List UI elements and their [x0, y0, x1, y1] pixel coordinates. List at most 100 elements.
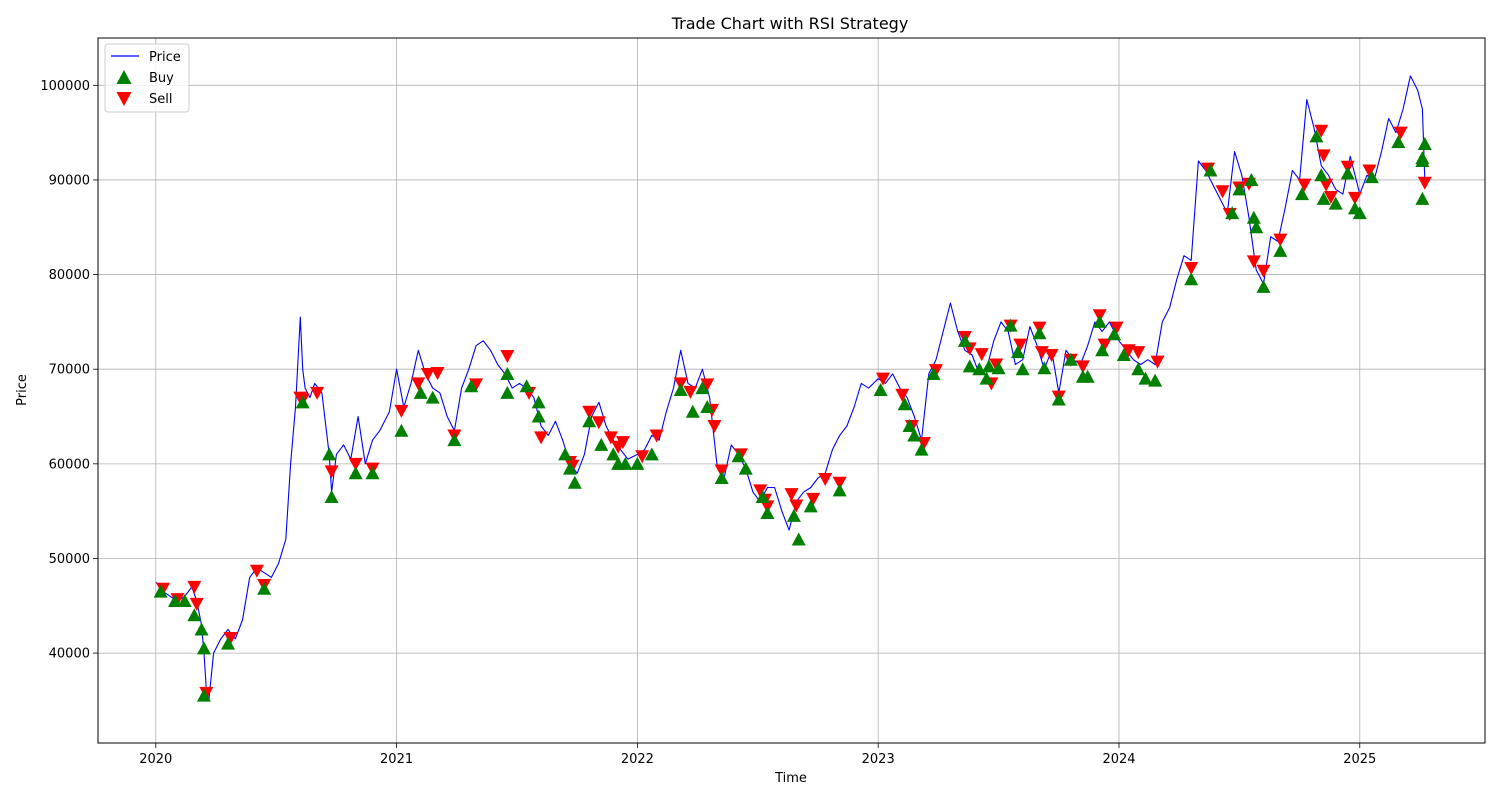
sell-marker: [187, 580, 202, 594]
buy-marker: [447, 433, 462, 447]
sell-marker: [1256, 264, 1271, 278]
buy-marker: [1294, 187, 1309, 201]
sell-marker: [411, 377, 426, 391]
sell-marker: [649, 429, 664, 443]
buy-marker: [695, 381, 710, 395]
sell-marker: [249, 564, 264, 578]
x-tick-label: 2020: [139, 752, 172, 767]
buy-marker: [1232, 182, 1247, 196]
buy-marker: [1131, 362, 1146, 376]
buy-marker: [926, 366, 941, 380]
sell-marker: [753, 484, 768, 498]
buy-marker: [1203, 163, 1218, 177]
buy-marker: [1391, 135, 1406, 149]
buy-marker: [1415, 191, 1430, 205]
sell-marker: [348, 457, 363, 471]
sell-marker: [1109, 321, 1124, 335]
buy-marker: [914, 442, 929, 456]
buy-marker: [907, 428, 922, 442]
y-tick-label: 60000: [49, 457, 90, 472]
buy-marker: [348, 466, 363, 480]
legend-buy-triangle-icon: [116, 70, 132, 84]
buy-marker: [1116, 348, 1131, 362]
sell-marker: [1131, 346, 1146, 360]
buy-marker: [168, 594, 183, 608]
buy-marker: [1256, 279, 1271, 293]
legend-sell-triangle-icon: [116, 92, 132, 106]
buy-marker: [365, 466, 380, 480]
buy-marker: [1092, 314, 1107, 328]
buy-marker: [873, 383, 888, 397]
y-axis-ticks: 40000 50000 60000 70000 80000 90000 100000: [40, 79, 98, 662]
buy-marker: [558, 447, 573, 461]
buy-marker: [832, 483, 847, 497]
sell-marker: [832, 476, 847, 490]
x-tick-label: 2021: [380, 752, 413, 767]
sell-marker: [683, 385, 698, 399]
sell-marker: [1075, 360, 1090, 374]
x-axis-label: Time: [774, 771, 807, 786]
sell-marker: [469, 378, 484, 392]
buy-marker: [902, 418, 917, 432]
buy-marker: [413, 385, 428, 399]
sell-marker: [1013, 338, 1028, 352]
buy-marker: [1273, 243, 1288, 257]
buy-marker: [1148, 373, 1163, 387]
buy-marker: [897, 397, 912, 411]
sell-marker: [789, 499, 804, 513]
buy-marker: [700, 400, 715, 414]
sell-marker: [615, 436, 630, 450]
buy-marker: [1340, 166, 1355, 180]
y-tick-label: 40000: [49, 647, 90, 662]
sell-marker: [989, 358, 1004, 372]
buy-marker: [153, 584, 168, 598]
chart-title: Trade Chart with RSI Strategy: [671, 14, 909, 33]
buy-marker: [1314, 168, 1329, 182]
buy-marker: [425, 390, 440, 404]
sell-marker: [394, 404, 409, 418]
sell-marker: [500, 349, 515, 363]
buy-marker: [1015, 362, 1030, 376]
buy-marker: [295, 395, 310, 409]
sell-marker: [784, 488, 799, 502]
buy-marker: [1138, 371, 1153, 385]
buy-marker: [1352, 206, 1367, 220]
buy-marker: [531, 409, 546, 423]
buy-marker: [562, 461, 577, 475]
sell-marker: [420, 367, 435, 381]
buy-marker: [257, 581, 272, 595]
sell-marker: [1246, 255, 1261, 269]
sell-marker: [189, 597, 204, 611]
buy-marker: [196, 641, 211, 655]
buy-marker: [738, 461, 753, 475]
sell-marker: [1184, 261, 1199, 275]
buy-marker: [673, 383, 688, 397]
buy-marker: [394, 423, 409, 437]
sell-marker: [1319, 178, 1334, 192]
y-tick-label: 90000: [49, 173, 90, 188]
buy-marker: [606, 447, 621, 461]
buy-marker: [187, 608, 202, 622]
sell-marker: [895, 388, 910, 402]
buy-marker: [194, 622, 209, 636]
buy-marker: [1184, 272, 1199, 286]
buy-marker: [791, 532, 806, 546]
buy-marker: [464, 379, 479, 393]
sell-marker: [1273, 233, 1288, 247]
sell-marker: [1347, 191, 1362, 205]
sell-marker: [310, 386, 325, 400]
sell-marker: [876, 372, 891, 386]
sell-marker: [635, 450, 650, 464]
sell-marker: [324, 465, 339, 479]
legend-sell-label: Sell: [149, 92, 172, 107]
sell-marker: [1323, 190, 1338, 204]
buy-marker: [1225, 206, 1240, 220]
price-layer: [155, 75, 1426, 701]
sell-marker: [707, 419, 722, 433]
sell-marker: [591, 416, 606, 430]
sell-marker: [430, 366, 445, 380]
x-tick-label: 2023: [862, 752, 895, 767]
buy-marker: [567, 475, 582, 489]
buy-marker: [177, 594, 192, 608]
